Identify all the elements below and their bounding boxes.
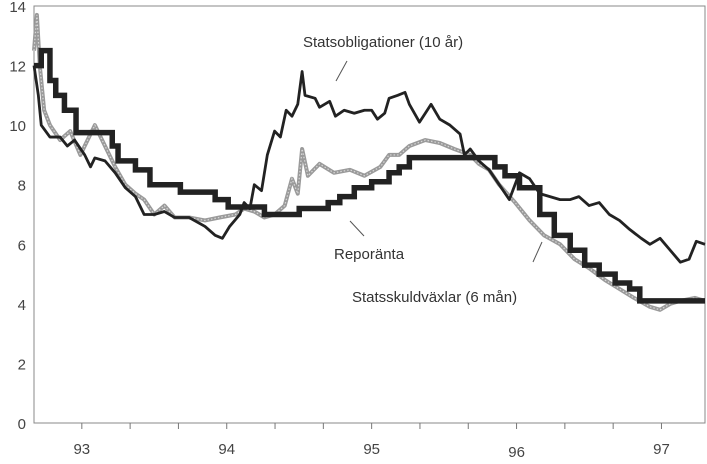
y-tick-label: 2 (18, 356, 26, 373)
y-tick-label: 6 (18, 237, 26, 254)
x-tick-label: 93 (73, 441, 90, 458)
y-tick-label: 0 (18, 416, 26, 433)
leader-statsskuldvaxlar (532, 241, 543, 263)
leader-reporanta (349, 220, 365, 237)
y-tick-label: 10 (9, 118, 26, 135)
series-line-statsskuldväxlar-6-mån-texture (33, 14, 706, 311)
series-line-reporänta (34, 47, 705, 304)
y-tick-label: 8 (18, 178, 26, 195)
series-group (32, 12, 706, 312)
x-tick-label: 94 (218, 441, 235, 458)
y-tick-label: 14 (9, 0, 26, 16)
y-tick-label: 4 (18, 297, 26, 314)
x-tick-label: 95 (363, 441, 380, 458)
annotations: Statsobligationer (10 år) Reporänta Stat… (303, 34, 543, 306)
label-statsskuldvaxlar: Statsskuldväxlar (6 mån) (352, 289, 517, 306)
x-tick-label: 97 (653, 441, 670, 458)
label-reporanta: Reporänta (334, 246, 405, 263)
leader-statsobligationer (335, 60, 348, 82)
label-statsobligationer: Statsobligationer (10 år) (303, 34, 463, 51)
x-tick-label: 96 (508, 444, 525, 461)
y-tick-label: 12 (9, 59, 26, 76)
series-line-statsobligationer-10-år (32, 65, 706, 264)
axes: 0 2 4 6 8 10 12 14 93 94 95 96 97 (9, 0, 706, 461)
plot-frame (33, 5, 706, 424)
